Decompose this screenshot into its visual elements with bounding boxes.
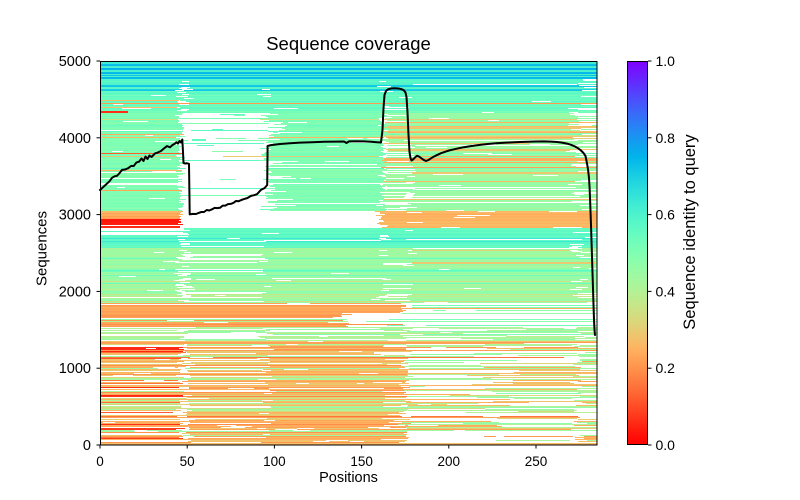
svg-text:0.4: 0.4 [656,283,676,299]
svg-text:0.2: 0.2 [656,360,676,376]
svg-text:50: 50 [180,454,195,469]
svg-text:0.0: 0.0 [656,437,676,453]
svg-text:1000: 1000 [59,361,91,377]
svg-text:Positions: Positions [319,470,378,486]
svg-text:150: 150 [350,454,373,469]
svg-text:Sequences: Sequences [34,211,51,286]
svg-text:2000: 2000 [59,284,91,300]
svg-text:100: 100 [263,454,286,469]
svg-text:0: 0 [83,438,91,454]
svg-text:Sequence identity to query: Sequence identity to query [681,134,699,330]
svg-text:200: 200 [438,454,461,469]
svg-text:4000: 4000 [59,131,91,147]
svg-text:1.0: 1.0 [656,53,676,69]
svg-text:3000: 3000 [59,208,91,224]
svg-text:Sequence coverage: Sequence coverage [266,33,431,54]
svg-text:0: 0 [96,454,104,469]
svg-text:0.6: 0.6 [656,207,676,223]
svg-text:0.8: 0.8 [656,130,676,146]
svg-text:250: 250 [525,454,548,469]
svg-text:5000: 5000 [59,54,91,70]
